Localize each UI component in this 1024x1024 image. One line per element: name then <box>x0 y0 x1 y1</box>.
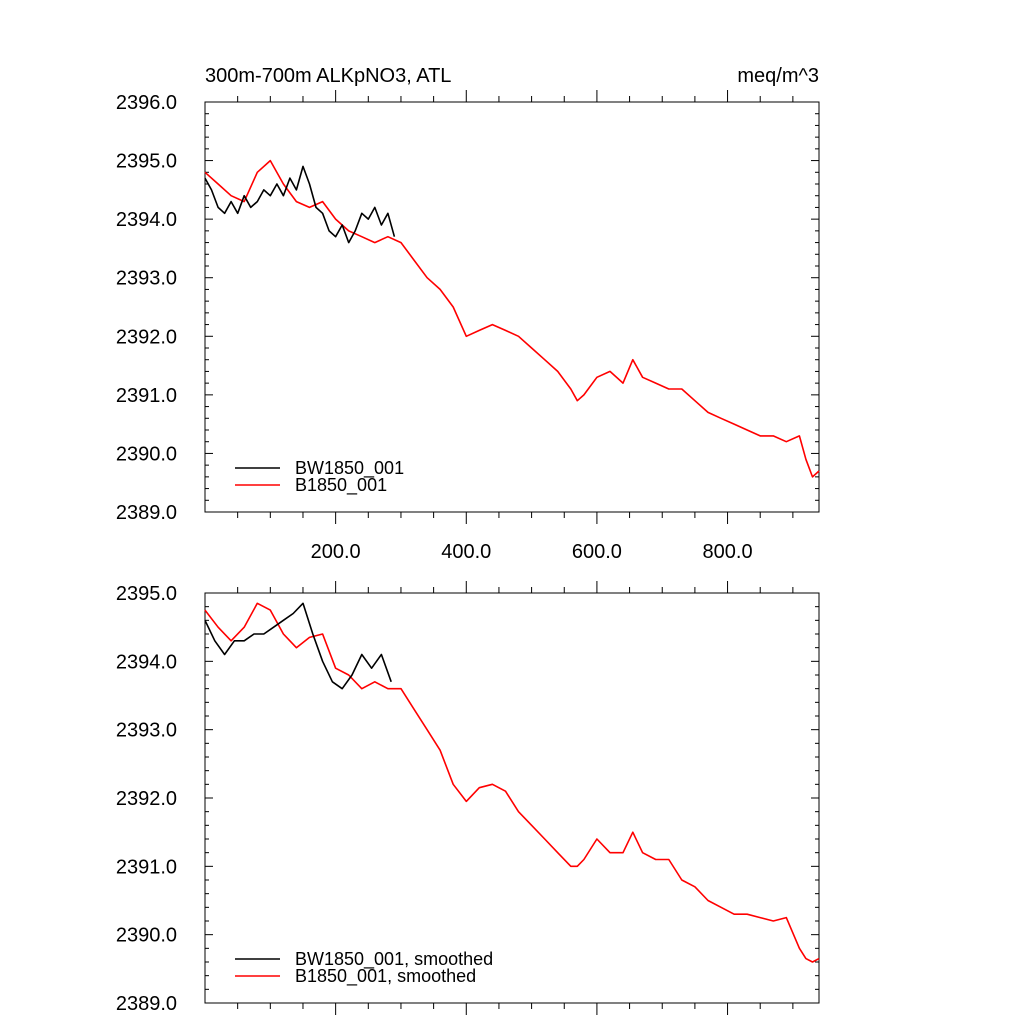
y-tick-label: 2394.0 <box>116 209 177 231</box>
y-tick-label: 2395.0 <box>116 151 177 173</box>
y-tick-label: 2391.0 <box>116 385 177 407</box>
y-tick-label: 2390.0 <box>116 925 177 947</box>
x-tick-label: 600.0 <box>572 541 622 563</box>
chart-units: meq/m^3 <box>737 65 819 87</box>
y-tick-label: 2392.0 <box>116 326 177 348</box>
legend-label: BW1850_001, smoothed <box>295 949 493 970</box>
series-line-bw1850-001 <box>204 165 396 244</box>
y-tick-label: 2389.0 <box>116 502 177 524</box>
y-tick-label: 2390.0 <box>116 443 177 465</box>
panel-top: 2389.0 2390.0 2391.0 2392.0 2393.0 2394.0 2395… <box>116 65 820 563</box>
plot-frame <box>204 101 820 513</box>
plot-frame <box>204 592 820 1004</box>
y-tick-label: 2394.0 <box>116 651 177 673</box>
series-line-bw1850-001-smoothed <box>204 602 392 690</box>
legend-label: B1850_001 <box>295 475 387 496</box>
y-tick-label: 2389.0 <box>116 993 177 1015</box>
y-tick-label: 2393.0 <box>116 268 177 290</box>
x-tick-label: 400.0 <box>441 541 491 563</box>
y-tick-label: 2395.0 <box>116 583 177 605</box>
y-tick-label: 2396.0 <box>116 92 177 114</box>
series-line-b1850-001 <box>204 159 820 478</box>
y-tick-label: 2393.0 <box>116 720 177 742</box>
x-tick-label: 200.0 <box>311 541 361 563</box>
x-tick-label: 800.0 <box>703 541 753 563</box>
legend-label: BW1850_001 <box>295 458 404 479</box>
y-tick-label: 2391.0 <box>116 856 177 878</box>
series-line-b1850-001-smoothed <box>204 602 820 963</box>
legend-label: B1850_001, smoothed <box>295 966 476 987</box>
y-tick-label: 2392.0 <box>116 788 177 810</box>
chart-title: 300m-700m ALKpNO3, ATL <box>205 65 451 87</box>
panel-bottom: 2389.0 2390.0 2391.0 2392.0 2393.0 2394.0 2395… <box>116 581 820 1015</box>
